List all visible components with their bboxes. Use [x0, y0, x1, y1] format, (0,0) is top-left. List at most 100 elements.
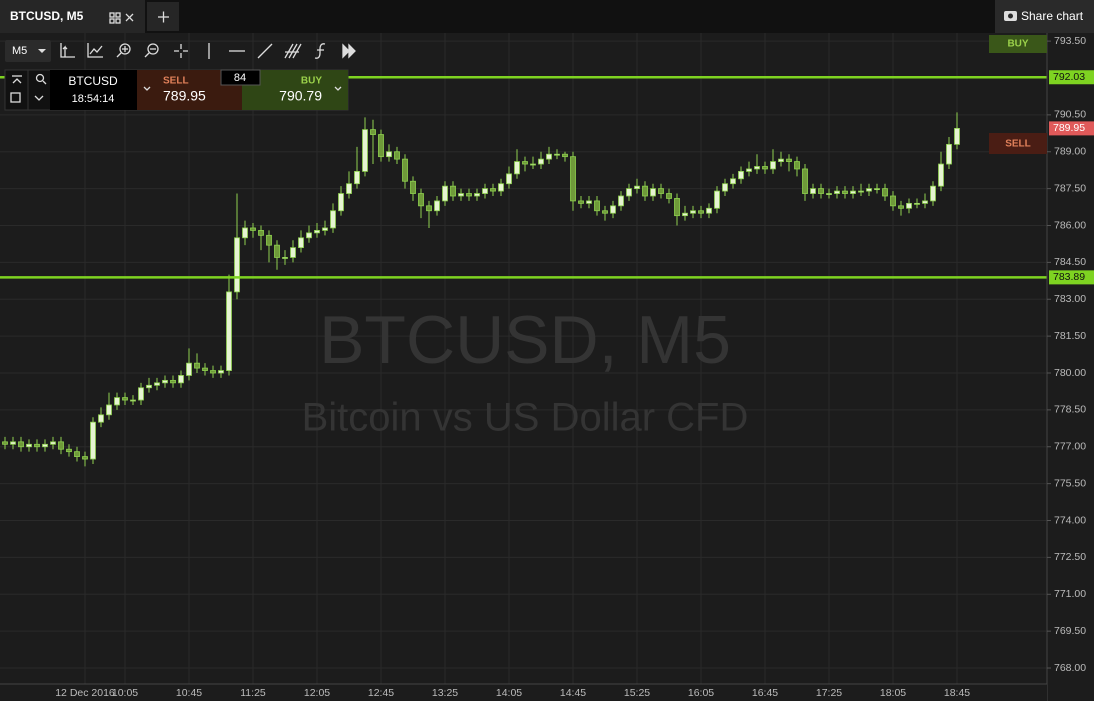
- price-marker: [1049, 121, 1094, 136]
- icon: [60, 43, 75, 58]
- ticket-icons[interactable]: [10, 73, 47, 103]
- candle-body: [338, 193, 344, 212]
- candle-body: [258, 230, 264, 236]
- icon: [144, 52, 150, 58]
- candle-body: [218, 370, 224, 374]
- candle-body: [834, 190, 840, 194]
- symbol-box: [50, 70, 137, 110]
- y-tick-label: 789.00: [1054, 146, 1086, 158]
- candle-body: [930, 185, 936, 202]
- dropdown-arrow: [38, 49, 46, 53]
- tab[interactable]: [0, 0, 145, 33]
- x-tick-label: 10:05: [112, 687, 138, 699]
- side-sell-label: SELL: [1005, 139, 1031, 150]
- candle-body: [786, 158, 792, 162]
- candle-body: [178, 375, 184, 384]
- add-icon: [158, 11, 169, 23]
- x-tick-label: 13:25: [432, 687, 458, 699]
- icon: [147, 43, 159, 55]
- y-tick-label: 775.50: [1054, 477, 1086, 489]
- candle-body: [594, 200, 600, 212]
- tool-button[interactable]: [342, 43, 356, 59]
- candle-body: [674, 198, 680, 217]
- candle-body: [626, 188, 632, 197]
- candle-body: [810, 188, 816, 194]
- candle-body: [402, 158, 408, 182]
- candle-body: [858, 190, 864, 193]
- candle-body: [18, 441, 24, 448]
- icon: [257, 43, 273, 59]
- candle-body: [418, 193, 424, 207]
- candle-body: [746, 168, 752, 172]
- candle-body: [306, 232, 312, 239]
- watermark-subtitle: Bitcoin vs US Dollar CFD: [302, 396, 749, 440]
- x-tick-label: 18:45: [944, 687, 970, 699]
- candle-body: [506, 173, 512, 185]
- timeframe-select[interactable]: [5, 40, 51, 62]
- candle-body: [226, 291, 232, 371]
- candle-body: [954, 127, 960, 145]
- candle-body: [866, 188, 872, 192]
- tool-button[interactable]: [87, 43, 103, 58]
- tool-button[interactable]: [144, 43, 159, 58]
- sell-label: SELL: [163, 76, 189, 87]
- candle-body: [802, 168, 808, 194]
- candle-body: [882, 188, 888, 197]
- y-tick-label: 768.00: [1054, 662, 1086, 674]
- candle-body: [434, 200, 440, 212]
- candle-body: [34, 443, 40, 448]
- candle-body: [890, 195, 896, 207]
- side-sell[interactable]: [989, 133, 1047, 154]
- x-tick-label: 18:05: [880, 687, 906, 699]
- candle-body: [298, 237, 304, 249]
- candle-body: [354, 171, 360, 185]
- y-tick-label: 774.00: [1054, 514, 1086, 526]
- side-buy-label: BUY: [1007, 39, 1028, 50]
- tool-button[interactable]: [314, 43, 326, 59]
- candle-body: [474, 193, 480, 197]
- grid-layer: [0, 33, 1047, 684]
- tab-close[interactable]: [125, 13, 134, 22]
- share-label: Share chart: [1021, 9, 1084, 23]
- tab-grid-icon[interactable]: [109, 12, 121, 24]
- candle-body: [290, 247, 296, 258]
- side-buy[interactable]: [989, 35, 1047, 53]
- candle-body: [82, 456, 88, 460]
- candle-body: [730, 178, 736, 185]
- candle-body: [386, 151, 392, 158]
- tool-button[interactable]: [60, 43, 75, 58]
- candle-body: [738, 171, 744, 180]
- candle-body: [922, 200, 928, 204]
- price-marker-label: 792.03: [1053, 71, 1085, 83]
- candle-body: [610, 205, 616, 214]
- candle-body: [794, 161, 800, 170]
- watermark-title: BTCUSD, M5: [319, 302, 731, 378]
- tool-button[interactable]: [174, 44, 188, 58]
- candle-body: [10, 441, 16, 445]
- buy-price: 790.79: [279, 88, 322, 104]
- y-tick-label: 781.50: [1054, 330, 1086, 342]
- icon: [119, 43, 131, 55]
- candle-body: [322, 227, 328, 231]
- candle-body: [234, 237, 240, 293]
- candle-body: [554, 153, 560, 156]
- candle-body: [618, 195, 624, 207]
- tool-button[interactable]: [284, 43, 302, 59]
- tool-button[interactable]: [116, 43, 131, 58]
- candle-body: [906, 202, 912, 209]
- tool-button[interactable]: [257, 43, 273, 59]
- x-tick-label: 12:05: [304, 687, 330, 699]
- price-axis: [1047, 33, 1094, 701]
- price-marker-label: 783.89: [1053, 271, 1085, 283]
- candle-body: [466, 193, 472, 197]
- time-axis: [0, 684, 1047, 701]
- icon: [284, 43, 302, 59]
- x-tick-label: 12:45: [368, 687, 394, 699]
- price-marker-label: 789.95: [1053, 122, 1085, 134]
- candle-body: [154, 382, 160, 386]
- spread: 84: [234, 72, 246, 84]
- candle-body: [242, 227, 248, 239]
- icon: [87, 43, 103, 58]
